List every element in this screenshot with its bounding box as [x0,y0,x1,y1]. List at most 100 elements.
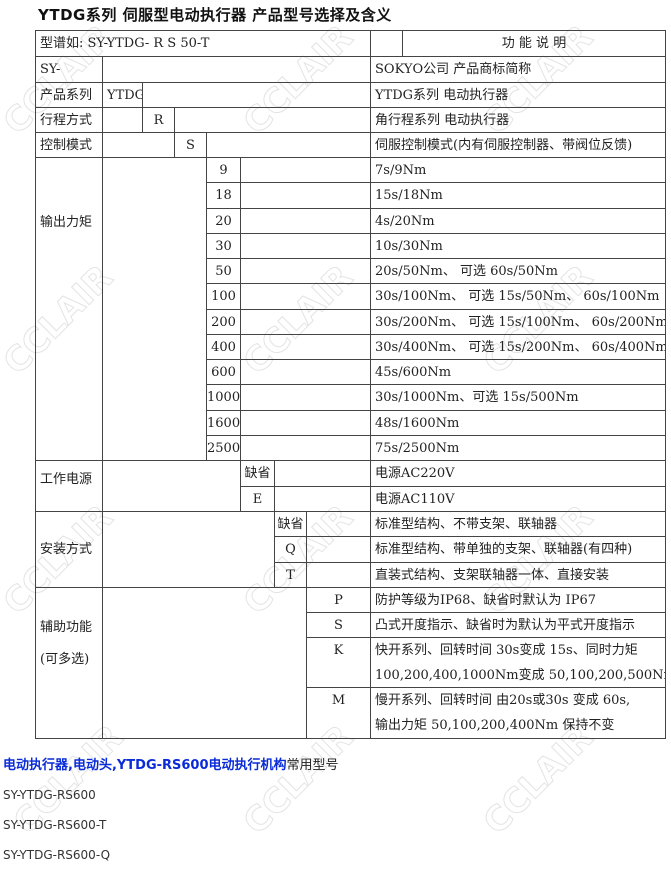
header-spacer [370,30,402,56]
mount-code-text: T [286,567,295,583]
torque-code-text: 18 [215,188,232,204]
torque-code-text: 100 [211,289,236,305]
sy-code: SY- [35,56,102,82]
aux-code: P [306,587,370,612]
aux-desc-text: 输出力矩 50,100,200,400Nm 保持不变 [375,718,615,733]
control-code-text: S [186,138,195,153]
torque-code: 50 [206,258,240,284]
torque-desc: 48s/1600Nm [370,409,665,435]
blank [306,536,370,562]
torque-desc-text: 48s/1600Nm [375,415,460,431]
torque-desc-text: 4s/20Nm [375,213,435,229]
blank [240,308,370,334]
mount-desc-text: 标准型结构、带单独的支架、联轴器(有四种) [375,542,633,558]
torque-desc-text: 10s/30Nm [375,238,443,254]
torque-desc-text: 30s/1000Nm、可选 15s/500Nm [375,390,579,406]
blank [240,384,370,410]
power-label: 工作电源 [35,460,102,511]
power-desc-text: 电源AC110V [375,491,455,507]
model-table: 型谱如: SY-YTDG- R S 50-T 功 能 说 明 SY- SOKYO公司 … [35,30,666,739]
torque-code: 100 [206,283,240,309]
blank [102,107,142,132]
travel-desc: 角行程系列 电动执行器 [370,107,665,132]
blank [142,82,370,107]
torque-desc: 75s/2500Nm [370,434,665,460]
torque-desc-text: 20s/50Nm、 可选 60s/50Nm [375,264,558,279]
blank [240,333,370,359]
torque-code-text: 50 [215,264,232,279]
blank [174,107,370,132]
torque-code-text: 400 [211,339,236,355]
aux-code: M [306,687,370,738]
torque-code-text: 2500 [207,440,240,456]
blank [274,460,370,486]
model-item: SY-YTDG-RS600-Q [3,848,111,862]
torque-desc-text: 7s/9Nm [375,163,427,178]
torque-code-text: 20 [215,213,232,229]
aux-desc: 快开系列、回转时间 30s变成 15s、同时力矩 100,200,400,1000… [370,637,665,687]
torque-code: 600 [206,359,240,385]
page-title: YTDG系列 伺服型电动执行器 产品型号选择及含义 [38,6,392,24]
torque-label: 输出力矩 [35,157,102,460]
control-label-text: 控制模式 [40,138,93,153]
series-desc: YTDG系列 电动执行器 [370,82,665,107]
series-code-text: YTDG [107,88,142,103]
aux-code-text: P [334,593,343,608]
power-label-text: 工作电源 [40,472,93,487]
control-desc-text: 伺服控制模式(内有伺服控制器、带阀位反馈) [375,138,633,153]
control-label: 控制模式 [35,132,102,157]
aux-desc: 防护等级为IP68、缺省时默认为 IP67 [370,587,665,612]
torque-code: 1600 [206,409,240,435]
torque-code: 30 [206,232,240,258]
torque-desc: 10s/30Nm [370,232,665,258]
blank [240,283,370,309]
series-label: 产品系列 [35,82,102,107]
torque-code-text: 1000 [207,390,240,406]
mount-label-text: 安装方式 [40,542,93,557]
blank [102,511,274,587]
torque-desc-text: 30s/400Nm、 可选 15s/200Nm、 60s/400Nm [375,339,665,355]
series-desc-text: YTDG系列 电动执行器 [375,88,509,103]
torque-desc: 4s/20Nm [370,207,665,233]
power-code-text: E [252,491,263,507]
mount-code: Q [274,536,306,562]
travel-code-text: R [153,113,164,128]
aux-desc-text: 凸式开度指示、缺省时为默认为平式开度指示 [375,618,636,633]
blank [240,232,370,258]
aux-desc: 慢开系列、回转时间 由20s或30s 变成 60s, 输出力矩 50,100,20… [370,687,665,738]
torque-desc: 15s/18Nm [370,182,665,208]
blank [274,485,370,511]
blank [240,207,370,233]
series-label-text: 产品系列 [40,88,93,103]
torque-desc-text: 45s/600Nm [375,365,452,380]
mount-desc: 直装式结构、支架联轴器一体、直接安装 [370,561,665,587]
torque-code: 200 [206,308,240,334]
aux-code: S [306,612,370,637]
mount-desc: 标准型结构、带单独的支架、联轴器(有四种) [370,536,665,562]
aux-code-text: S [334,618,343,633]
header-example-text: 型谱如: SY-YTDG- R S 50-T [40,36,210,51]
mount-desc-text: 标准型结构、不带支架、联轴器 [375,517,558,532]
sy-code-text: SY- [40,62,61,77]
torque-code: 18 [206,182,240,208]
aux-desc-text: 防护等级为IP68、缺省时默认为 IP67 [375,593,596,608]
blank [240,359,370,385]
product-link[interactable]: 电动执行器,电动头,YTDG-RS600电动执行机构 [3,758,287,773]
torque-code-text: 200 [211,314,236,330]
mount-label: 安装方式 [35,511,102,587]
torque-code: 9 [206,157,240,183]
series-code: YTDG [102,82,142,107]
torque-code: 1000 [206,384,240,410]
power-code: 缺省 [240,460,274,486]
torque-label-text: 输出力矩 [40,215,93,230]
mount-code: 缺省 [274,511,306,537]
blank [102,132,174,157]
torque-code: 2500 [206,434,240,460]
torque-desc-text: 30s/100Nm、 可选 15s/50Nm、 60s/100Nm [375,289,660,305]
aux-desc-text: 快开系列、回转时间 30s变成 15s、同时力矩 [375,643,638,658]
torque-code: 20 [206,207,240,233]
aux-label: 辅助功能 (可多选) [35,587,102,738]
power-code: E [240,485,274,511]
travel-desc-text: 角行程系列 电动执行器 [375,113,510,128]
blank [206,132,370,157]
